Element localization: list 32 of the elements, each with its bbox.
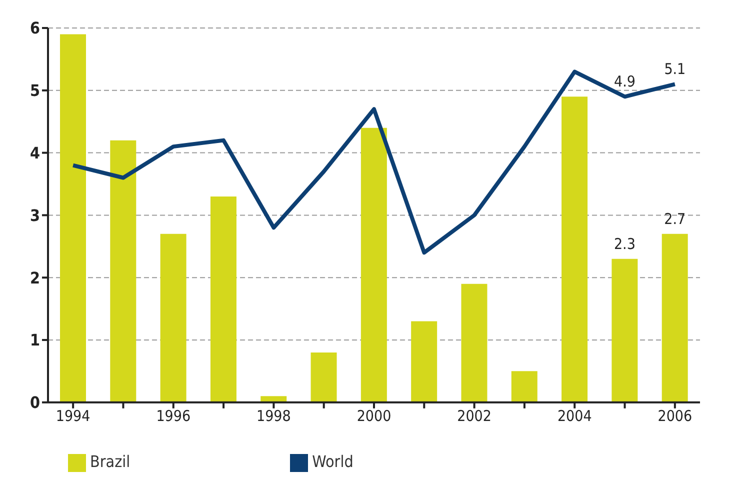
data-label: 4.9 — [614, 72, 636, 91]
x-tick-label: 2004 — [557, 407, 592, 426]
data-label: 2.3 — [614, 234, 636, 253]
x-tick-label: 2000 — [356, 407, 392, 426]
x-tick-label: 1996 — [156, 407, 191, 426]
bar — [60, 34, 86, 402]
bar — [511, 371, 538, 402]
bar — [662, 234, 688, 402]
y-tick-label: 1 — [30, 330, 40, 350]
y-tick-label: 4 — [30, 143, 40, 162]
data-label: 2.7 — [664, 210, 686, 228]
data-label: 5.1 — [664, 60, 686, 78]
bar — [461, 284, 488, 402]
bar — [562, 96, 588, 402]
x-tick-label: 2002 — [457, 407, 492, 426]
bar — [160, 234, 186, 402]
bar — [310, 352, 337, 402]
y-tick-label: 3 — [30, 206, 40, 225]
x-tick-label: 1994 — [56, 407, 90, 426]
y-tick-label: 5 — [30, 81, 40, 100]
bar — [411, 321, 438, 402]
y-tick-label: 0 — [30, 393, 40, 412]
x-tick-label: 2006 — [658, 407, 692, 426]
bar — [210, 196, 236, 402]
bar — [110, 140, 136, 402]
x-tick-label: 1998 — [256, 407, 291, 426]
y-tick-label: 6 — [30, 18, 40, 38]
legend-label: World — [312, 452, 354, 472]
bar — [612, 258, 638, 402]
y-tick-label: 2 — [30, 268, 40, 288]
bar — [360, 128, 387, 402]
legend-label: Brazil — [90, 452, 130, 472]
